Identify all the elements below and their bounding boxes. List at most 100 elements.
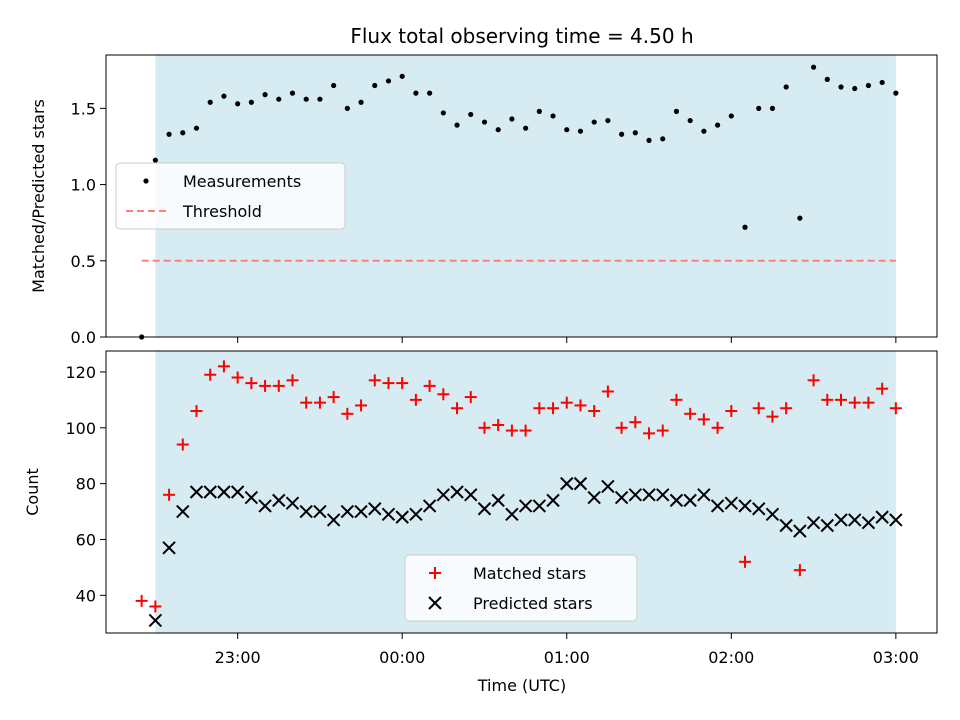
matched-star-point <box>739 555 752 568</box>
measurement-point <box>276 96 282 102</box>
matched-star-point <box>547 402 560 415</box>
matched-star-point <box>684 407 697 420</box>
predicted-star-point <box>505 507 519 522</box>
top-legend: Measurements Threshold <box>115 162 346 230</box>
measurement-point <box>865 82 872 89</box>
measurement-point <box>344 105 350 111</box>
x-axis-label: Time (UTC) <box>477 676 566 695</box>
y-tick-label: 1.0 <box>71 176 96 195</box>
predicted-star-point <box>464 488 478 502</box>
measurement-point <box>646 137 652 143</box>
matched-star-point <box>560 396 573 409</box>
matched-star-point <box>793 564 806 577</box>
matched-star-point <box>451 402 464 415</box>
predicted-star-point <box>656 488 670 502</box>
predicted-star-point <box>587 490 601 505</box>
measurement-point <box>632 130 638 136</box>
matched-star-point <box>409 393 422 406</box>
measurement-point <box>550 113 556 119</box>
predicted-star-point <box>518 499 533 513</box>
measurement-point <box>577 128 584 134</box>
matched-star-point <box>382 377 395 390</box>
measurement-point <box>810 64 817 70</box>
predicted-star-point <box>889 513 903 527</box>
predicted-star-point <box>752 502 766 516</box>
predicted-star-point <box>779 518 793 533</box>
matched-star-point <box>519 424 532 437</box>
matched-star-point <box>300 396 313 409</box>
measurement-point <box>289 90 296 96</box>
bottom-x-ticks: 23:00 00:00 01:00 02:00 03:00 <box>215 633 919 667</box>
measurement-point <box>564 127 570 133</box>
predicted-star-point <box>669 493 684 508</box>
matched-star-point <box>643 427 656 440</box>
bottom-axes-frame <box>105 350 938 634</box>
predicted-star-point <box>820 518 835 533</box>
predicted-star-point <box>491 493 505 508</box>
legend-matched-label: Matched stars <box>473 564 586 583</box>
predicted-star-point <box>806 516 821 530</box>
matched-star-point <box>821 393 834 406</box>
legend-measurements-label: Measurements <box>183 172 301 191</box>
predicted-star-point <box>436 488 451 502</box>
matched-star-point <box>204 368 217 381</box>
matched-star-point <box>272 379 285 392</box>
y-tick-label: 1.5 <box>71 99 96 118</box>
y-tick-label: 120 <box>65 363 96 382</box>
matched-star-point <box>217 360 230 373</box>
predicted-star-point <box>162 541 176 555</box>
measurement-point <box>687 117 693 124</box>
predicted-star-point <box>697 488 711 502</box>
measurement-point <box>879 79 885 86</box>
measurement-point <box>591 119 597 125</box>
top-x-ticks <box>237 337 897 343</box>
measurement-point <box>605 117 611 124</box>
measurement-point <box>440 110 446 116</box>
chart-title: Flux total observing time = 4.50 h <box>350 24 693 48</box>
measurement-point <box>180 130 186 136</box>
matched-star-point <box>327 391 340 404</box>
predicted-star-point <box>477 502 492 516</box>
legend-predicted-marker <box>428 596 442 610</box>
predicted-star-point <box>217 485 231 499</box>
predicted-star-point <box>601 479 615 494</box>
predicted-star-point <box>450 485 464 499</box>
predicted-star-point <box>381 507 396 522</box>
top-y-axis-label: Matched/Predicted stars <box>29 99 48 293</box>
measurement-point <box>701 128 707 134</box>
matched-star-point <box>588 405 601 418</box>
measurement-points <box>139 64 899 340</box>
predicted-star-point <box>340 504 355 519</box>
matched-star-point <box>780 402 793 415</box>
predicted-star-point <box>189 485 204 499</box>
measurement-point <box>413 90 419 96</box>
matched-star-point <box>396 377 409 390</box>
predicted-star-point <box>573 476 588 491</box>
predicted-star-point <box>272 493 286 508</box>
measurement-point <box>523 125 529 131</box>
matched-star-point <box>437 388 450 401</box>
matched-star-point <box>889 402 902 415</box>
predicted-star-point <box>738 499 752 513</box>
measurement-point <box>331 82 337 89</box>
matched-star-point <box>231 371 244 384</box>
x-tick-label: 00:00 <box>379 648 425 667</box>
matched-star-point <box>601 385 614 398</box>
measurement-point <box>399 73 405 79</box>
bottom-y-axis-label: Count <box>23 468 42 516</box>
measurement-point <box>207 99 213 105</box>
measurement-point <box>769 105 776 111</box>
matched-star-point <box>163 488 176 501</box>
measurement-point <box>481 119 488 125</box>
measurement-point <box>358 99 364 105</box>
predicted-star-point <box>148 613 163 628</box>
measurement-point <box>385 78 392 84</box>
measurement-point <box>714 122 721 128</box>
matched-star-point <box>478 421 491 434</box>
matched-star-point <box>286 374 299 387</box>
predicted-star-point <box>422 499 437 513</box>
matched-star-point <box>245 377 258 390</box>
matched-star-point <box>574 399 587 412</box>
matched-star-point <box>149 600 162 613</box>
matched-star-point <box>862 396 875 409</box>
